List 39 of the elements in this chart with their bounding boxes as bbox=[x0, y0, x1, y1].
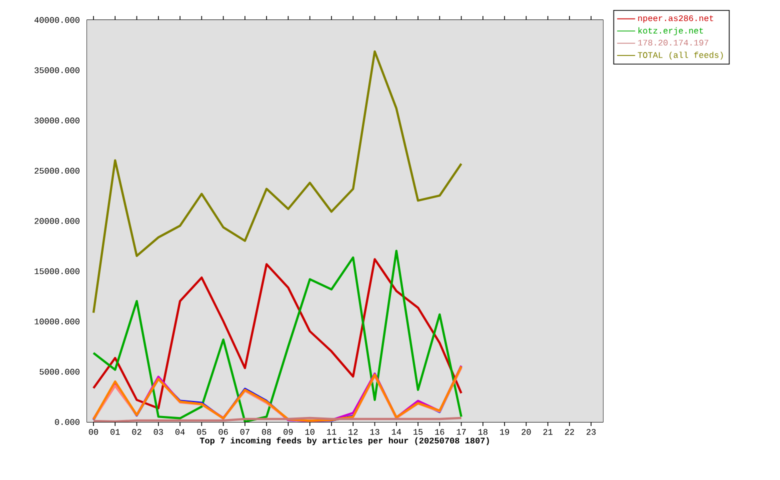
x-tick-label: 23 bbox=[586, 429, 596, 435]
legend-label: kotz.erje.net bbox=[638, 27, 703, 36]
y-tick-label: 20000.000 bbox=[34, 218, 80, 224]
x-tick-label: 15 bbox=[414, 429, 423, 435]
y-tick-label: 40000.000 bbox=[34, 17, 80, 23]
y-tick-label: 30000.000 bbox=[34, 118, 80, 124]
y-tick-label: 15000.000 bbox=[34, 268, 80, 274]
x-tick-label: 18 bbox=[478, 429, 488, 435]
x-tick-label: 08 bbox=[262, 429, 272, 435]
y-tick-label: 5000.000 bbox=[40, 368, 80, 375]
y-tick-label: 0.000 bbox=[54, 419, 80, 425]
x-tick-label: 10 bbox=[305, 429, 314, 435]
x-tick-label: 00 bbox=[88, 429, 98, 435]
legend-label: TOTAL (all feeds) bbox=[638, 52, 723, 60]
x-tick-label: 06 bbox=[218, 429, 228, 435]
y-tick-label: 35000.000 bbox=[34, 67, 80, 74]
x-tick-label: 11 bbox=[326, 429, 336, 435]
x-tick-label: 17 bbox=[456, 429, 466, 435]
line-series bbox=[92, 50, 462, 314]
x-tick-label: 14 bbox=[392, 429, 402, 435]
x-tick-label: 16 bbox=[435, 429, 444, 435]
x-tick-label: 04 bbox=[175, 429, 185, 435]
x-tick-label: 20 bbox=[522, 429, 531, 435]
x-tick-label: 05 bbox=[197, 429, 206, 435]
x-tick-label: 22 bbox=[564, 429, 574, 435]
legend-label: npeer.as286.net bbox=[638, 15, 714, 23]
text: Top 7 incoming feeds by articles per hour (20250708 1807) bbox=[200, 437, 489, 446]
legend-label: 178.20.174.197 bbox=[638, 40, 708, 46]
x-tick-label: 07 bbox=[240, 429, 250, 435]
x-tick-label: 13 bbox=[370, 429, 380, 435]
x-tick-label: 21 bbox=[543, 429, 553, 435]
x-tick-label: 01 bbox=[110, 429, 120, 435]
x-tick-label: 09 bbox=[284, 429, 293, 435]
y-tick-label: 10000.000 bbox=[34, 318, 80, 324]
x-tick-label: 19 bbox=[500, 429, 510, 435]
x-tick-label: 12 bbox=[348, 429, 358, 435]
x-tick-label: 03 bbox=[154, 429, 163, 435]
x-tick-label: 02 bbox=[132, 429, 142, 435]
y-tick-label: 25000.000 bbox=[34, 168, 80, 174]
